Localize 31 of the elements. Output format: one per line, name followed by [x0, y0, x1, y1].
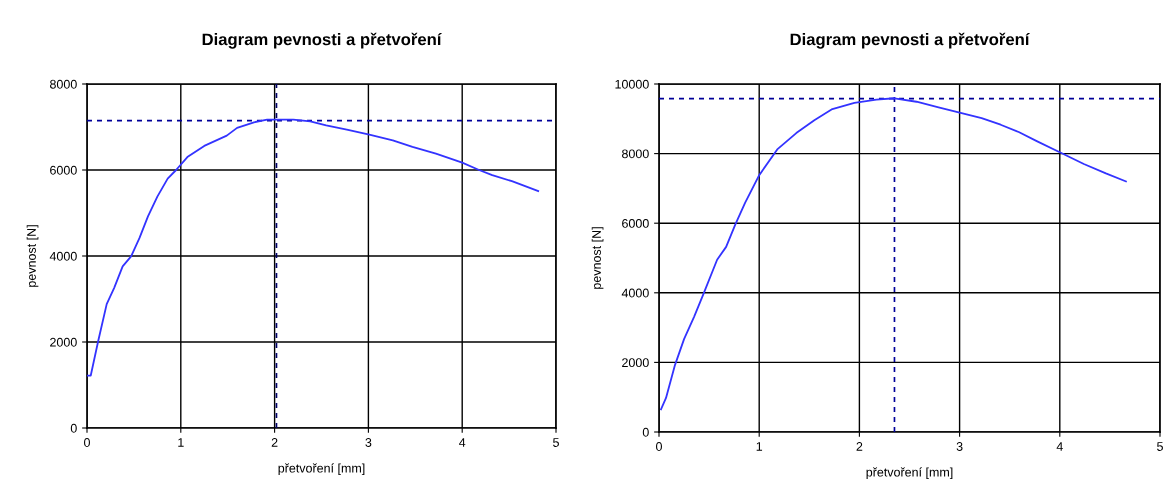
- y-axis-title: pevnost [N]: [591, 227, 604, 289]
- x-tick-label: 2: [856, 442, 863, 451]
- y-axis-title: pevnost [N]: [26, 225, 39, 287]
- y-tick-label: 8000: [622, 149, 649, 159]
- y-tick-label: 2000: [622, 358, 649, 368]
- x-tick-label: 0: [84, 438, 90, 447]
- x-tick-label: 4: [459, 438, 466, 447]
- x-tick-label: 5: [1157, 442, 1163, 451]
- x-tick-label: 1: [178, 438, 184, 447]
- y-tick-label: 4000: [621, 288, 649, 298]
- y-tick-label: 0: [642, 427, 649, 437]
- line-series: [87, 118, 540, 377]
- y-tick-label: 2000: [50, 337, 77, 347]
- chart-title: Diagram pevnosti a přetvoření: [202, 32, 442, 49]
- x-tick-label: 3: [956, 442, 963, 451]
- x-tick-label: 5: [553, 438, 559, 447]
- x-axis-title: přetvoření [mm]: [866, 467, 953, 480]
- x-tick-label: 4: [1056, 442, 1063, 451]
- y-tick-label: 10000: [615, 79, 649, 89]
- x-tick-label: 3: [365, 438, 372, 447]
- x-tick-label: 2: [271, 438, 278, 447]
- x-axis-title: přetvoření [mm]: [278, 463, 365, 476]
- chart-title: Diagram pevnosti a přetvoření: [790, 32, 1030, 49]
- y-tick-label: 8000: [50, 79, 77, 89]
- line-series: [660, 97, 1127, 411]
- y-tick-label: 0: [70, 423, 77, 433]
- y-tick-label: 6000: [50, 165, 77, 175]
- y-tick-label: 6000: [622, 219, 649, 228]
- y-tick-label: 4000: [49, 251, 77, 261]
- x-tick-label: 1: [756, 442, 763, 451]
- x-tick-label: 0: [656, 442, 662, 451]
